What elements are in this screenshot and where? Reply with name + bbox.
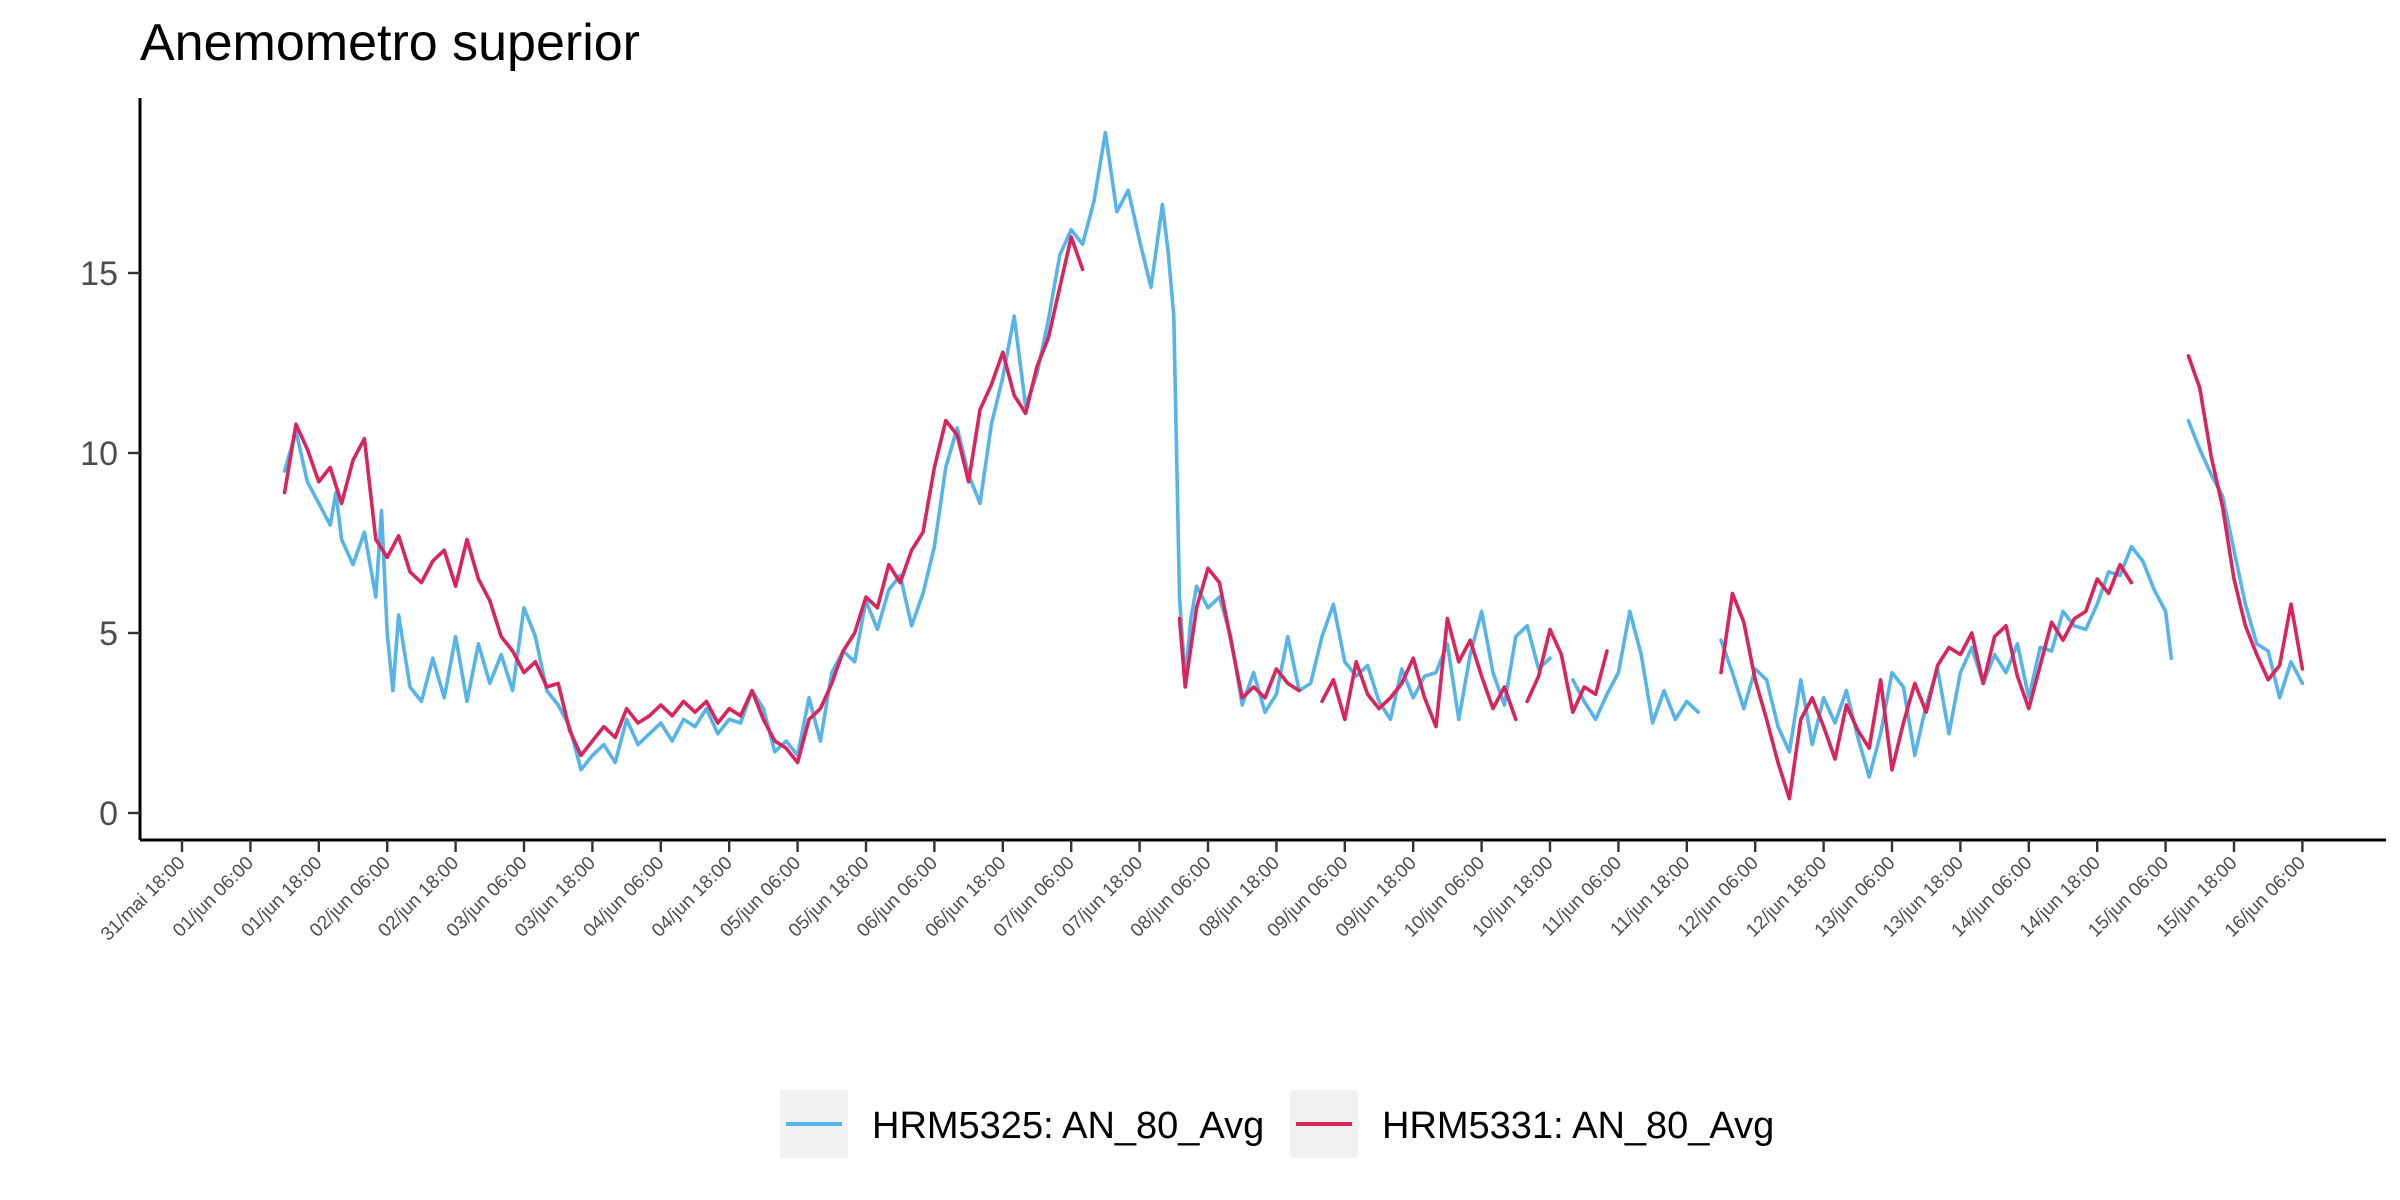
y-tick-label: 10 — [80, 435, 118, 473]
chart-title: Anemometro superior — [140, 14, 640, 72]
series-2-line-segment — [1320, 616, 1518, 729]
series-layer — [282, 130, 2305, 801]
series-1 — [282, 130, 2305, 779]
series-1-line-segment — [1571, 609, 1700, 725]
legend-item-2: HRM5331: AN_80_Avg — [1290, 1090, 1774, 1158]
series-1-line-segment — [1719, 544, 2174, 779]
series-1-line-segment — [282, 130, 1552, 772]
series-2-line-segment — [1719, 562, 2134, 801]
legend-item-1: HRM5325: AN_80_Avg — [780, 1090, 1264, 1158]
legend-label: HRM5325: AN_80_Avg — [872, 1105, 1264, 1147]
y-tick-label: 0 — [99, 795, 118, 833]
series-2-line-segment — [1525, 627, 1609, 714]
y-axis: 0 5 10 15 — [80, 98, 142, 840]
y-tick-label: 15 — [80, 255, 118, 293]
series-2-line-segment — [282, 235, 1085, 765]
legend: HRM5325: AN_80_Avg HRM5331: AN_80_Avg — [780, 1090, 1774, 1158]
legend-label: HRM5331: AN_80_Avg — [1382, 1105, 1774, 1147]
series-2-line-segment — [2186, 354, 2305, 682]
series-2-line-segment — [1177, 566, 1301, 700]
series-1-line-segment — [2186, 418, 2305, 700]
y-tick-label: 5 — [99, 615, 118, 653]
series-2 — [282, 235, 2305, 801]
